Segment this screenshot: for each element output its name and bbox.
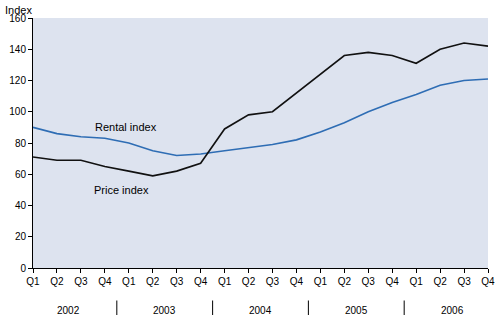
svg-text:80: 80 bbox=[15, 138, 27, 149]
svg-text:Q3: Q3 bbox=[170, 276, 184, 287]
svg-text:Q1: Q1 bbox=[122, 276, 136, 287]
svg-text:Q3: Q3 bbox=[266, 276, 280, 287]
svg-text:Q1: Q1 bbox=[218, 276, 232, 287]
svg-text:Q3: Q3 bbox=[457, 276, 471, 287]
svg-text:Q4: Q4 bbox=[481, 276, 495, 287]
svg-text:2005: 2005 bbox=[345, 305, 368, 315]
svg-text:Q2: Q2 bbox=[146, 276, 160, 287]
svg-text:40: 40 bbox=[15, 200, 27, 211]
svg-text:140: 140 bbox=[9, 44, 26, 55]
svg-text:Q4: Q4 bbox=[290, 276, 304, 287]
svg-text:2006: 2006 bbox=[441, 305, 464, 315]
svg-text:Index: Index bbox=[5, 4, 32, 16]
svg-text:20: 20 bbox=[15, 231, 27, 242]
svg-text:Q1: Q1 bbox=[314, 276, 328, 287]
svg-text:2002: 2002 bbox=[57, 305, 80, 315]
svg-text:Q2: Q2 bbox=[338, 276, 352, 287]
svg-text:Q1: Q1 bbox=[409, 276, 423, 287]
svg-text:160: 160 bbox=[9, 13, 26, 24]
svg-text:60: 60 bbox=[15, 169, 27, 180]
svg-text:Rental index: Rental index bbox=[95, 121, 157, 133]
svg-text:Q3: Q3 bbox=[74, 276, 88, 287]
svg-text:Q2: Q2 bbox=[433, 276, 447, 287]
svg-text:Q4: Q4 bbox=[386, 276, 400, 287]
svg-text:120: 120 bbox=[9, 75, 26, 86]
svg-text:Q4: Q4 bbox=[194, 276, 208, 287]
svg-text:0: 0 bbox=[20, 263, 26, 274]
svg-text:Q1: Q1 bbox=[26, 276, 40, 287]
svg-text:Q3: Q3 bbox=[362, 276, 376, 287]
svg-text:Q4: Q4 bbox=[98, 276, 112, 287]
svg-text:2004: 2004 bbox=[249, 305, 272, 315]
svg-text:Price index: Price index bbox=[94, 184, 149, 196]
svg-text:Q2: Q2 bbox=[242, 276, 256, 287]
svg-text:2003: 2003 bbox=[153, 305, 176, 315]
svg-text:100: 100 bbox=[9, 106, 26, 117]
svg-text:Q2: Q2 bbox=[50, 276, 64, 287]
